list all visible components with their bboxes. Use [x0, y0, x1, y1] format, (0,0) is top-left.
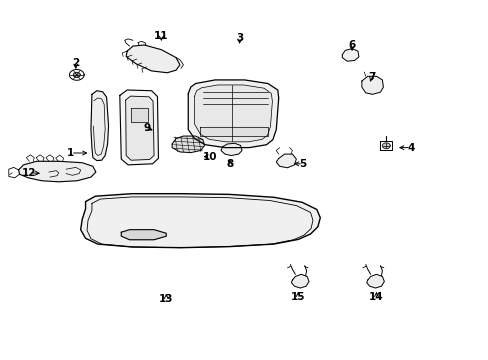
Polygon shape: [126, 45, 180, 73]
Text: 15: 15: [290, 292, 305, 302]
Text: 7: 7: [367, 72, 375, 82]
Polygon shape: [276, 154, 296, 168]
Text: 3: 3: [236, 33, 243, 43]
Polygon shape: [121, 230, 166, 240]
Polygon shape: [342, 49, 358, 61]
Text: 1: 1: [67, 148, 74, 158]
Text: 10: 10: [203, 152, 217, 162]
Text: 4: 4: [406, 143, 414, 153]
Polygon shape: [172, 136, 204, 153]
Polygon shape: [380, 141, 391, 150]
Text: 2: 2: [72, 58, 79, 68]
Polygon shape: [91, 91, 108, 161]
Polygon shape: [120, 90, 158, 165]
Polygon shape: [382, 143, 389, 149]
Text: 14: 14: [368, 292, 383, 302]
Polygon shape: [188, 80, 278, 148]
Polygon shape: [199, 127, 267, 136]
Text: 13: 13: [159, 294, 173, 304]
Polygon shape: [19, 161, 96, 182]
Polygon shape: [221, 143, 242, 156]
Text: 5: 5: [299, 159, 306, 169]
Polygon shape: [125, 96, 154, 160]
Text: 12: 12: [22, 168, 37, 178]
Polygon shape: [366, 274, 384, 288]
Text: 11: 11: [154, 31, 168, 41]
Polygon shape: [73, 72, 80, 77]
Polygon shape: [81, 194, 320, 248]
Polygon shape: [291, 274, 308, 288]
Polygon shape: [131, 108, 147, 122]
Text: 9: 9: [143, 123, 150, 133]
Polygon shape: [194, 85, 272, 142]
Text: 6: 6: [348, 40, 355, 50]
Text: 8: 8: [226, 159, 233, 169]
Polygon shape: [361, 76, 383, 94]
Polygon shape: [69, 69, 84, 80]
